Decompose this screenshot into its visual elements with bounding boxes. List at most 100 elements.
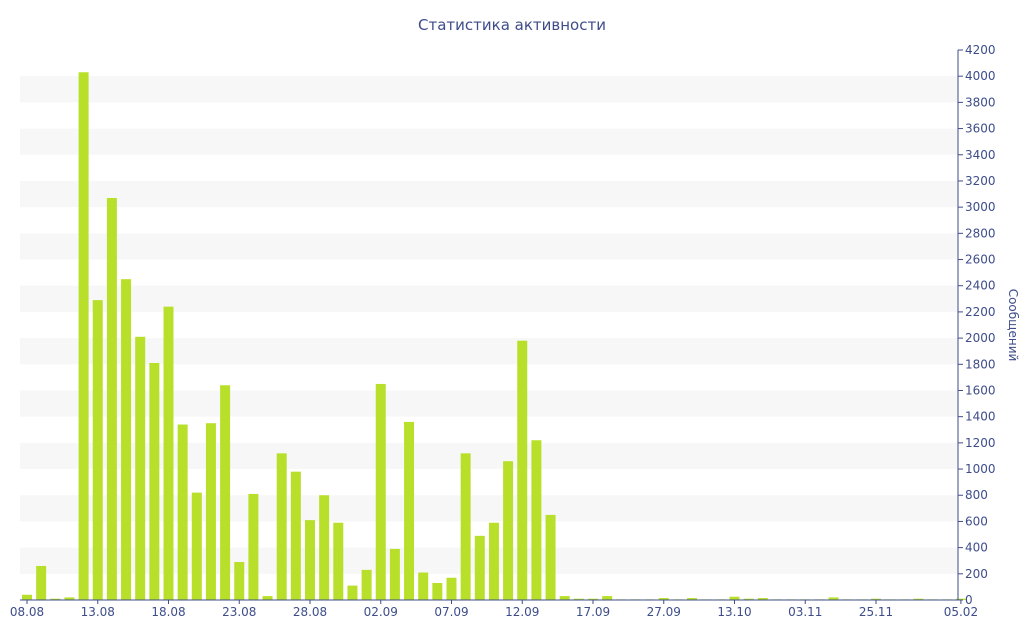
bar[interactable] — [177, 424, 188, 600]
bar[interactable] — [432, 582, 443, 600]
bar[interactable] — [64, 597, 75, 600]
y-tick-label: 1800 — [965, 357, 996, 371]
bar[interactable] — [446, 577, 457, 600]
bar[interactable] — [262, 596, 273, 600]
y-tick-label: 200 — [965, 567, 988, 581]
bar[interactable] — [955, 598, 966, 600]
x-axis: 08.08 13.08 18.08 23.08 28.08 02.09 07.09 12.09… — [10, 599, 978, 619]
y-tick-label: 3400 — [965, 148, 996, 162]
y-tick-label: 400 — [965, 541, 988, 555]
bar[interactable] — [404, 421, 415, 600]
y-tick-label: 3800 — [965, 95, 996, 109]
bar[interactable] — [78, 72, 89, 600]
grid-band — [20, 233, 958, 260]
x-tick-label: 03.11 — [788, 605, 822, 619]
y-tick-label: 3200 — [965, 174, 996, 188]
x-tick-label: 25.11 — [859, 605, 893, 619]
bar[interactable] — [347, 585, 358, 600]
bar[interactable] — [729, 596, 740, 600]
bar[interactable] — [319, 495, 330, 600]
grid-band — [20, 180, 958, 208]
y-tick-label: 1600 — [965, 383, 996, 397]
bar[interactable] — [658, 598, 669, 600]
grid-band — [20, 338, 958, 365]
x-tick-label: 28.08 — [293, 605, 327, 619]
y-tick-label: 3000 — [965, 200, 996, 214]
grid-bands — [20, 76, 958, 574]
bar[interactable] — [106, 197, 117, 601]
bar[interactable] — [191, 492, 202, 600]
bar[interactable] — [333, 522, 344, 600]
y-tick-label: 1200 — [965, 436, 996, 450]
bar[interactable] — [418, 572, 429, 601]
grid-band — [20, 285, 958, 312]
y-tick-label: 4200 — [965, 43, 996, 57]
bar-series — [22, 72, 966, 601]
x-tick-label: 12.09 — [505, 605, 539, 619]
x-tick-label: 23.08 — [222, 605, 256, 619]
bar[interactable] — [36, 565, 47, 600]
grid-band — [20, 442, 958, 470]
bar[interactable] — [474, 535, 485, 600]
bar[interactable] — [389, 548, 400, 600]
y-tick-label: 800 — [965, 488, 988, 502]
bar[interactable] — [743, 598, 754, 600]
y-tick-label: 0 — [965, 593, 973, 607]
x-tick-label: 13.10 — [717, 605, 751, 619]
bar[interactable] — [276, 453, 287, 600]
chart-title: Статистика активности — [418, 16, 606, 34]
bar[interactable] — [135, 336, 146, 600]
bar[interactable] — [545, 514, 556, 600]
bar[interactable] — [602, 596, 613, 600]
y-tick-label: 2200 — [965, 305, 996, 319]
bar[interactable] — [305, 520, 315, 600]
bar[interactable] — [488, 522, 499, 600]
bar[interactable] — [248, 493, 259, 600]
bar[interactable] — [913, 598, 924, 600]
bar[interactable] — [871, 598, 881, 600]
bar[interactable] — [531, 440, 542, 600]
y-tick-label: 2600 — [965, 253, 996, 267]
bar[interactable] — [361, 569, 372, 600]
grid-band — [20, 495, 958, 522]
bar[interactable] — [828, 597, 839, 600]
bar[interactable] — [573, 598, 584, 600]
grid-band — [20, 76, 958, 103]
x-tick-label: 07.09 — [434, 605, 468, 619]
bar[interactable] — [517, 340, 528, 600]
bar[interactable] — [149, 362, 160, 600]
x-tick-label: 18.08 — [151, 605, 185, 619]
bar[interactable] — [687, 598, 698, 600]
bar[interactable] — [757, 598, 768, 600]
x-tick-label: 13.08 — [81, 605, 115, 619]
bar[interactable] — [22, 594, 32, 600]
y-tick-label: 2000 — [965, 331, 996, 345]
bar[interactable] — [290, 471, 301, 600]
bar[interactable] — [92, 300, 103, 600]
bar[interactable] — [559, 596, 570, 600]
bar[interactable] — [460, 453, 471, 600]
bar[interactable] — [121, 279, 132, 600]
bar[interactable] — [220, 385, 231, 600]
x-tick-label: 05.02 — [944, 605, 978, 619]
bar[interactable] — [503, 461, 514, 600]
y-tick-label: 600 — [965, 514, 988, 528]
bar[interactable] — [234, 562, 245, 600]
bar[interactable] — [50, 598, 61, 600]
y-axis: 0 200 400 600 800 1000 1200 1400 1600 1800 2000 220… — [957, 43, 996, 607]
y-tick-label: 1400 — [965, 410, 996, 424]
y-tick-label: 2800 — [965, 226, 996, 240]
y-axis-title: Сообщений — [1006, 289, 1020, 362]
y-tick-label: 4000 — [965, 69, 996, 83]
bar[interactable] — [205, 423, 216, 600]
y-tick-label: 3600 — [965, 122, 996, 136]
bar[interactable] — [588, 598, 598, 600]
bar[interactable] — [163, 306, 174, 600]
bar[interactable] — [375, 383, 386, 600]
x-tick-label: 27.09 — [647, 605, 681, 619]
x-tick-label: 17.09 — [576, 605, 610, 619]
y-tick-label: 2400 — [965, 279, 996, 293]
x-tick-label: 02.09 — [364, 605, 398, 619]
grid-band — [20, 390, 958, 417]
